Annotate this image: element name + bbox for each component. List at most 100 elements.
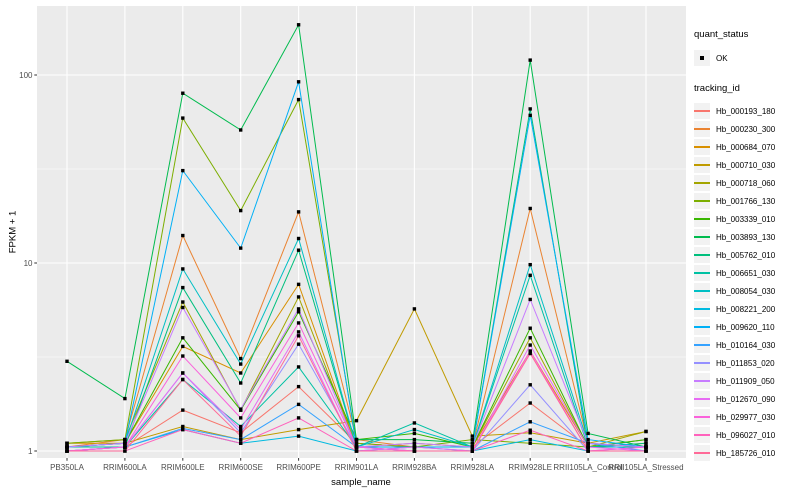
data-point	[528, 383, 532, 387]
x-tick-label: PB350LA	[50, 463, 84, 472]
legend-line-swatch-icon	[694, 362, 710, 364]
legend-line-swatch-icon	[694, 146, 710, 148]
data-point	[296, 23, 301, 27]
data-point	[296, 307, 301, 311]
data-point	[528, 401, 532, 405]
data-point	[470, 445, 474, 449]
legend-item-label: Hb_003339_010	[716, 214, 776, 224]
legend-item: Hb_011909_050	[694, 372, 798, 390]
data-point	[470, 437, 474, 442]
y-tick-label: 10	[24, 259, 33, 268]
data-point	[181, 336, 185, 340]
legend-item-label: Hb_185726_010	[716, 448, 776, 458]
legend-key	[694, 247, 710, 263]
data-point	[239, 431, 243, 435]
data-point	[296, 365, 301, 369]
legend-item: Hb_010164_030	[694, 336, 798, 354]
data-point	[181, 427, 185, 432]
data-point	[528, 428, 532, 432]
legend-item: Hb_000710_030	[694, 156, 798, 174]
legend-item: Hb_096027_010	[694, 426, 798, 444]
y-axis-title: FPKM + 1	[7, 210, 19, 254]
data-point	[296, 97, 301, 102]
data-point	[296, 282, 301, 287]
data-point	[644, 437, 648, 442]
legend-key	[694, 175, 710, 191]
data-point	[239, 381, 243, 385]
y-tick-label: 1	[28, 447, 33, 456]
black-point-icon	[700, 56, 704, 60]
data-point	[239, 362, 243, 366]
legend-item: Hb_000193_180	[694, 102, 798, 120]
data-point	[296, 80, 301, 84]
legend-line-swatch-icon	[694, 218, 710, 220]
legend-item-label: Hb_000684_070	[716, 142, 776, 152]
x-tick-label: RRIM928BA	[392, 463, 437, 472]
data-point	[586, 445, 590, 449]
legend-key	[694, 301, 710, 317]
legend-item-label: Hb_006651_030	[716, 268, 776, 278]
legend-item-label: Hb_029977_030	[716, 412, 776, 422]
data-point	[354, 445, 359, 449]
data-point	[296, 310, 301, 314]
data-point	[296, 236, 301, 241]
legend-item: Hb_006651_030	[694, 264, 798, 282]
x-tick-label: RRIM901LA	[335, 463, 379, 472]
data-point	[181, 305, 185, 310]
data-point	[528, 107, 532, 111]
data-point	[239, 246, 243, 250]
legend-item-label: Hb_011853_020	[716, 358, 775, 368]
legend-item-label: Hb_010164_030	[716, 340, 776, 350]
data-point	[296, 427, 301, 432]
data-point	[181, 354, 185, 358]
data-point	[181, 344, 185, 349]
legend-key	[694, 445, 710, 461]
x-axis-title: sample_name	[331, 477, 391, 488]
legend-item-ok: OK	[694, 48, 798, 68]
data-point	[181, 285, 185, 290]
data-point	[181, 91, 185, 95]
legend-key	[694, 193, 710, 209]
y-tick-label: 100	[19, 71, 33, 80]
legend-item: Hb_000718_060	[694, 174, 798, 192]
legend-line-swatch-icon	[694, 434, 710, 436]
x-tick-label: RRII105LA_Stressed	[608, 463, 683, 472]
data-point	[528, 273, 532, 278]
data-point	[296, 342, 301, 346]
data-point	[528, 297, 532, 302]
legend-item-label: Hb_001766_130	[716, 196, 776, 206]
data-point	[586, 449, 590, 453]
data-point	[123, 396, 127, 401]
data-point	[354, 418, 359, 423]
data-point	[296, 248, 301, 252]
data-point	[181, 424, 185, 429]
data-point	[181, 371, 185, 375]
legend-line-swatch-icon	[694, 200, 710, 202]
data-point	[528, 420, 532, 424]
legend-item-label: Hb_008221_200	[716, 304, 776, 314]
legend-item-label: Hb_000710_030	[716, 160, 776, 170]
data-point	[644, 429, 648, 434]
data-point	[528, 262, 532, 267]
data-point	[239, 424, 243, 429]
legend-key	[694, 337, 710, 353]
data-point	[239, 416, 243, 420]
data-point	[354, 441, 359, 445]
legend-key	[694, 391, 710, 407]
legend-item: Hb_012670_090	[694, 390, 798, 408]
legend-line-swatch-icon	[694, 398, 710, 400]
legend-key	[694, 373, 710, 389]
data-point	[65, 449, 69, 453]
legend-key	[694, 139, 710, 155]
legend-item: Hb_000230_300	[694, 120, 798, 138]
data-point	[470, 449, 474, 453]
data-point	[296, 210, 301, 214]
legend-item-label: Hb_012670_090	[716, 394, 776, 404]
legend-item: Hb_000684_070	[694, 138, 798, 156]
legend-key	[694, 409, 710, 425]
legend-item: Hb_001766_130	[694, 192, 798, 210]
legend-item-label: Hb_005762_010	[716, 250, 776, 260]
data-point	[239, 128, 243, 132]
legend-item: Hb_003339_010	[694, 210, 798, 228]
